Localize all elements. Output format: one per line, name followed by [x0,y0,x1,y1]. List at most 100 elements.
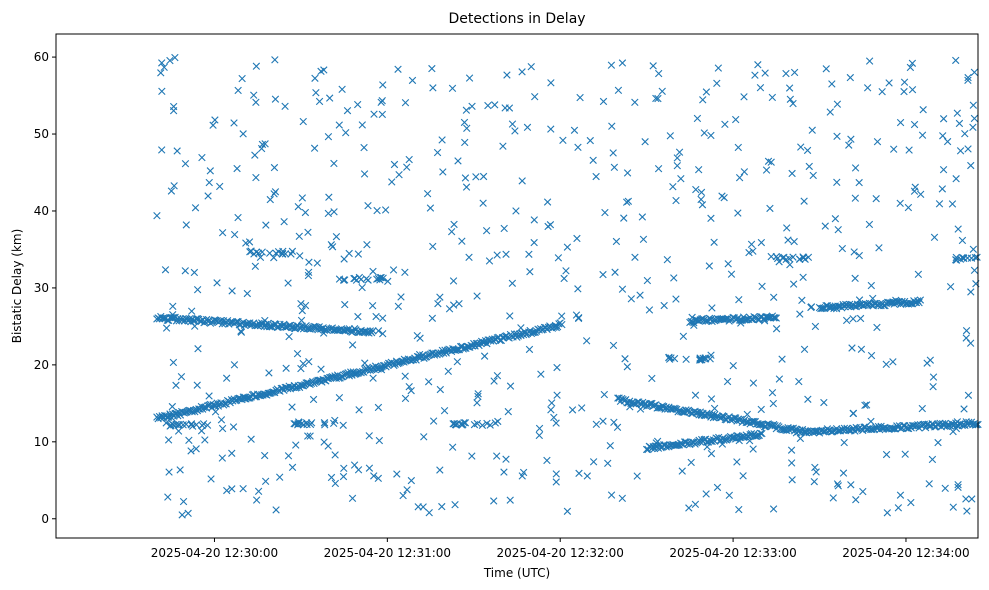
point-545 [455,300,463,308]
point-629 [373,206,381,215]
point-314 [894,504,903,512]
point-542 [784,236,792,244]
x-axis-label: Time (UTC) [483,566,550,580]
point-101 [749,445,757,453]
point-362 [167,187,176,195]
point-395 [261,451,269,460]
point-273 [808,126,816,134]
point-1513 [752,432,761,440]
point-189 [327,473,336,482]
point-509 [157,69,165,77]
point-497 [271,188,280,196]
point-88 [606,441,614,450]
point-576 [842,316,851,325]
point-489 [223,486,231,495]
point-99 [749,247,757,255]
point-151 [502,250,510,258]
point-85 [502,455,510,463]
point-60 [621,355,629,363]
point-964 [529,328,537,337]
point-38 [272,506,280,514]
point-471 [526,268,534,276]
point-506 [429,417,438,425]
point-522 [926,356,935,364]
point-259 [506,496,514,504]
point-319 [929,383,937,391]
point-315 [609,149,617,157]
point-1583 [771,314,779,322]
point-155 [769,505,778,513]
point-218 [834,226,842,234]
point-1685 [362,275,371,283]
point-574 [523,123,532,132]
point-0 [447,227,456,236]
point-333 [757,238,766,247]
point-515 [451,500,459,509]
point-532 [867,281,876,290]
point-197 [708,304,716,312]
point-59 [454,157,462,165]
point-550 [796,310,804,318]
point-127 [890,145,898,153]
point-271 [389,266,398,274]
point-243 [918,404,926,413]
point-285 [705,262,714,270]
point-261 [611,268,619,276]
point-55 [914,270,923,279]
point-162 [747,240,756,249]
point-354 [574,143,582,152]
point-135 [205,178,213,187]
point-128 [620,214,628,222]
point-102 [768,389,777,397]
point-635 [563,507,572,515]
point-510 [907,498,915,507]
point-174 [786,261,794,269]
point-262 [499,142,507,150]
point-21 [772,325,781,333]
point-517 [374,327,383,335]
point-270 [631,98,639,106]
point-295 [525,250,533,258]
point-619 [234,213,242,222]
point-670 [324,132,333,141]
point-349 [797,143,805,151]
point-479 [228,485,236,493]
point-1774 [203,421,212,429]
point-673 [399,491,407,500]
point-181 [310,144,319,152]
point-172 [873,138,882,146]
point-37 [512,207,520,215]
point-484 [969,123,977,131]
point-108 [535,424,544,433]
point-432 [317,365,325,373]
point-324 [461,138,469,147]
point-662 [330,208,338,216]
point-158 [934,438,942,447]
y-axis-label: Bistatic Delay (km) [10,229,24,344]
point-394 [354,250,363,258]
point-300 [775,375,784,383]
point-292 [394,302,403,311]
point-642 [849,409,858,418]
point-29 [643,276,652,285]
point-308 [401,268,409,277]
point-372 [252,62,261,70]
point-341 [508,279,517,287]
point-575 [766,204,774,213]
point-375 [678,467,686,475]
point-633 [969,245,978,253]
point-1739 [799,253,807,261]
point-667 [348,494,357,503]
point-1148 [365,329,373,337]
point-61 [641,138,649,146]
point-555 [158,146,166,154]
point-30 [677,174,685,183]
point-411 [298,306,306,315]
point-607 [340,464,348,473]
point-210 [370,110,378,118]
point-493 [472,173,480,181]
point-336 [855,251,863,260]
point-495 [327,241,336,249]
point-278 [395,171,403,179]
point-1517 [758,429,766,438]
